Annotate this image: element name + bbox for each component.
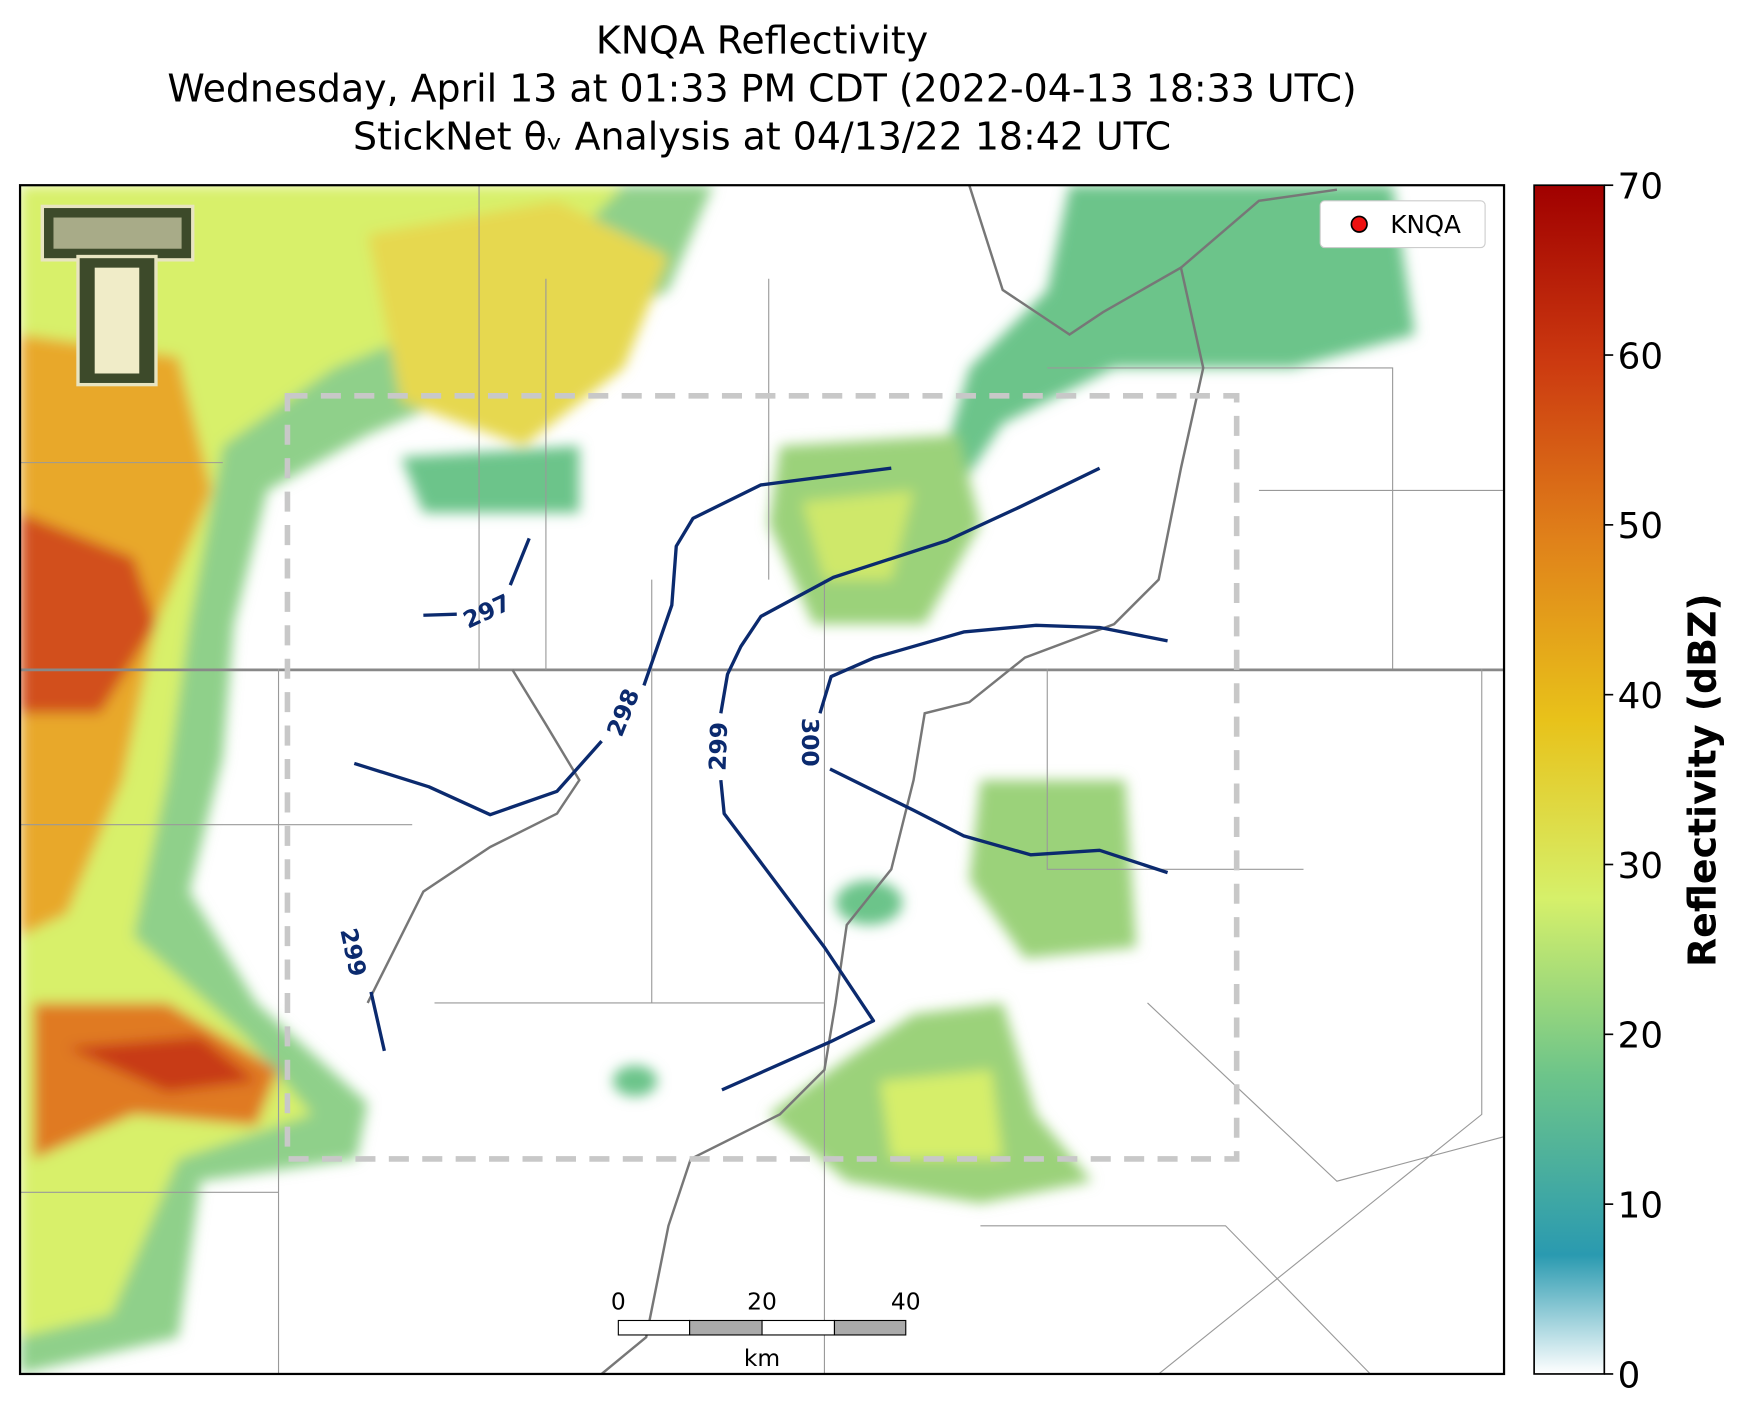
map-shape — [20, 512, 156, 714]
scale-tick: 40 — [891, 1287, 921, 1315]
colorbar — [1533, 184, 1606, 1375]
map-shape — [66, 1036, 257, 1093]
reflectivity — [20, 185, 1415, 1374]
map-shape — [719, 779, 876, 1092]
colorbar-tick-label: 0 — [1618, 1355, 1641, 1396]
map-shape — [600, 185, 1205, 1374]
map-shape — [367, 200, 669, 446]
colorbar-tick-label: 40 — [1618, 676, 1663, 717]
map-shape — [20, 185, 1505, 1374]
scale-unit: km — [744, 1344, 780, 1372]
map-shape — [401, 445, 580, 513]
map-shape — [689, 1319, 763, 1336]
contour-label: 300 — [796, 718, 824, 767]
map-frame — [18, 184, 1506, 1376]
map-shape — [880, 1069, 1003, 1159]
map-shape — [761, 1319, 836, 1336]
colorbar-tick-label: 30 — [1618, 846, 1663, 887]
title-line: StickNet θᵥ Analysis at 04/13/22 18:42 U… — [353, 115, 1171, 159]
map-shape — [94, 267, 140, 374]
contours: 297 298 299 300 299 — [334, 466, 1169, 1092]
legend-box — [1319, 200, 1486, 249]
map-shape — [369, 991, 386, 1052]
boundaries — [20, 185, 1505, 1374]
colorbar-tick-label: 20 — [1618, 1016, 1663, 1057]
colorbar-tick-label: 60 — [1618, 336, 1663, 377]
legend: KNQA — [1319, 200, 1486, 249]
map-shape — [719, 466, 1101, 714]
map-shape — [53, 217, 182, 249]
map-shape — [366, 188, 1338, 1004]
logo — [40, 204, 195, 387]
map-shape — [353, 740, 603, 817]
legend-label: KNQA — [1390, 210, 1461, 239]
analysis-domain — [284, 392, 1240, 1162]
map-shape — [508, 537, 531, 586]
legend-marker — [1350, 215, 1368, 233]
colorbar-tick-label: 70 — [1618, 167, 1663, 208]
map-shape — [642, 466, 892, 686]
scale-tick: 20 — [747, 1287, 777, 1315]
map-shape — [802, 490, 914, 580]
map-shape — [833, 1319, 907, 1336]
map-shape — [829, 767, 1169, 875]
map-shape — [818, 623, 1168, 714]
title-line: Wednesday, April 13 at 01:33 PM CDT (202… — [167, 67, 1356, 111]
colorbar-label: Reflectivity (dBZ) — [1681, 593, 1725, 967]
map-area: 297 298 299 300 299 KNQA 0 20 40 km — [20, 185, 1505, 1374]
contour-label: 299 — [704, 722, 734, 772]
colorbar-tick-label: 10 — [1618, 1186, 1663, 1227]
scale-bar: 0 20 40 km — [611, 1287, 921, 1372]
map-shape — [612, 1065, 658, 1097]
map-shape — [617, 1319, 691, 1336]
map-shape — [835, 880, 903, 925]
scale-tick: 0 — [611, 1287, 626, 1315]
title-line: KNQA Reflectivity — [596, 19, 928, 63]
map-shape — [423, 612, 457, 617]
colorbar-tick-label: 50 — [1618, 506, 1663, 547]
map-shape — [924, 185, 1415, 524]
